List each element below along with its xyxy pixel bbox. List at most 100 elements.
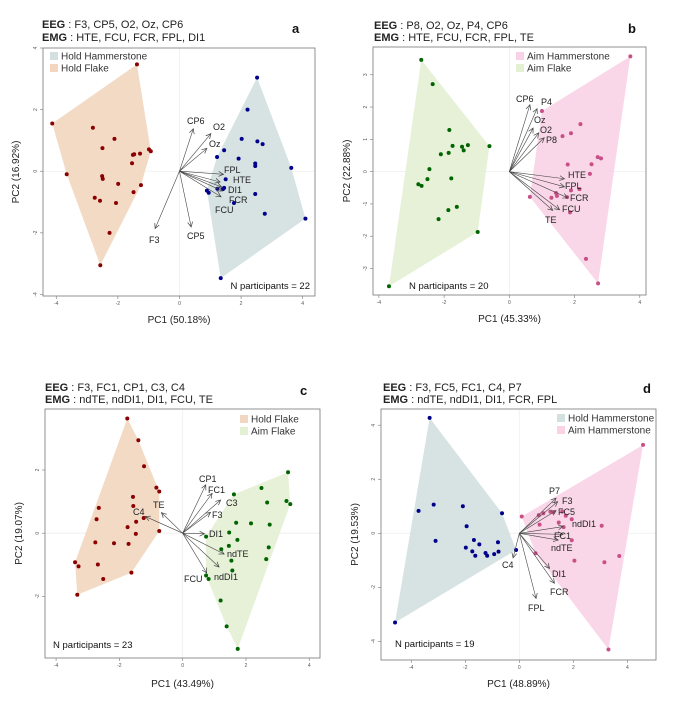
data-point bbox=[539, 108, 544, 113]
loading-arrow bbox=[182, 533, 207, 573]
x-tick-label: 0 bbox=[518, 665, 521, 671]
data-point bbox=[204, 534, 209, 539]
n-participants: N participants = 19 bbox=[395, 639, 474, 650]
emg-label: EMG bbox=[45, 394, 70, 406]
emg-label: EMG bbox=[383, 394, 408, 406]
emg-title: EMG : HTE, FCU, FCR, FPL, TE bbox=[374, 32, 534, 44]
x-tick-label: 2 bbox=[245, 663, 248, 669]
x-tick-label: 2 bbox=[572, 665, 575, 671]
loading-label: Oz bbox=[209, 139, 221, 149]
data-point bbox=[447, 127, 452, 132]
data-point bbox=[416, 508, 421, 513]
data-point bbox=[264, 557, 269, 562]
loading-arrow bbox=[182, 512, 211, 534]
y-tick-label: 0 bbox=[35, 532, 41, 535]
loading-label: F3 bbox=[212, 510, 223, 520]
y-tick-label: -1 bbox=[363, 201, 369, 206]
data-point bbox=[227, 530, 232, 535]
x-axis-label: PC1 (43.49%) bbox=[151, 679, 214, 690]
loading-label: DI1 bbox=[552, 569, 566, 579]
data-point bbox=[265, 500, 270, 505]
data-point bbox=[206, 577, 211, 582]
data-point bbox=[218, 598, 223, 603]
data-point bbox=[223, 177, 228, 182]
y-tick-label: 3 bbox=[363, 73, 369, 76]
data-point bbox=[393, 620, 398, 625]
legend-swatch bbox=[50, 64, 58, 72]
loading-arrow bbox=[509, 109, 537, 172]
x-tick-label: 4 bbox=[308, 663, 311, 669]
eeg-channels: : F3, FC5, FC1, C4, P7 bbox=[406, 382, 522, 394]
data-point bbox=[446, 150, 451, 155]
data-point bbox=[253, 192, 258, 197]
loading-arrow bbox=[179, 129, 193, 172]
data-point bbox=[446, 208, 451, 213]
loading-label: O2 bbox=[213, 122, 225, 132]
loading-arrow bbox=[182, 500, 221, 534]
data-point bbox=[215, 155, 220, 160]
data-point bbox=[561, 525, 566, 530]
emg-muscles: : ndTE, ndDI1, DI1, FCU, TE bbox=[70, 394, 213, 406]
data-point bbox=[230, 568, 235, 573]
data-point bbox=[101, 577, 106, 582]
data-point bbox=[262, 211, 267, 216]
loading-label: CP1 bbox=[199, 474, 217, 484]
legend-entry: Aim Flake bbox=[527, 64, 572, 75]
data-point bbox=[589, 162, 594, 167]
x-tick-label: -4 bbox=[54, 301, 59, 307]
data-point bbox=[464, 524, 469, 529]
y-axis-label: PC2 (16.92%) bbox=[11, 141, 22, 204]
plot-frame bbox=[380, 408, 657, 661]
data-point bbox=[111, 541, 116, 546]
loading-arrow bbox=[182, 532, 219, 567]
data-point bbox=[97, 198, 102, 203]
data-point bbox=[219, 547, 224, 552]
data-point bbox=[473, 553, 478, 558]
eeg-channels: : P8, O2, Oz, P4, CP6 bbox=[397, 20, 508, 32]
data-point bbox=[554, 193, 559, 198]
legend-entry: Hold Flake bbox=[61, 64, 109, 75]
hull-aim-flake bbox=[388, 59, 490, 287]
data-point bbox=[130, 494, 135, 499]
loading-label: P8 bbox=[546, 135, 557, 145]
eeg-title: EEG : F3, CP5, O2, Oz, CP6 bbox=[42, 19, 183, 31]
y-tick-label: -2 bbox=[33, 230, 39, 235]
data-point bbox=[134, 62, 139, 67]
loading-label: P7 bbox=[549, 486, 560, 496]
data-point bbox=[131, 504, 136, 509]
x-tick-label: 0 bbox=[508, 300, 511, 306]
y-tick-label: 1 bbox=[363, 138, 369, 141]
loading-label: FCR bbox=[570, 193, 589, 203]
loading-label: HTE bbox=[568, 170, 586, 180]
data-point bbox=[485, 553, 490, 558]
data-point bbox=[556, 520, 561, 525]
data-point bbox=[234, 520, 239, 525]
loading-label: FPL bbox=[565, 181, 582, 191]
y-tick-label: 0 bbox=[363, 170, 369, 173]
legend-entry: Hold Flake bbox=[251, 415, 299, 426]
loading-label: F3 bbox=[562, 496, 573, 506]
loading-label: FCU bbox=[215, 205, 234, 215]
data-point bbox=[606, 647, 611, 652]
data-point bbox=[129, 570, 134, 575]
x-tick-label: -4 bbox=[409, 665, 414, 671]
data-point bbox=[560, 509, 565, 514]
data-point bbox=[245, 107, 250, 112]
data-point bbox=[231, 200, 236, 205]
data-point bbox=[578, 122, 583, 127]
data-point bbox=[107, 230, 112, 235]
data-point bbox=[95, 562, 100, 567]
data-point bbox=[235, 537, 240, 542]
data-point bbox=[477, 542, 482, 547]
loading-arrow bbox=[519, 498, 556, 534]
data-point bbox=[431, 502, 436, 507]
data-point bbox=[438, 152, 443, 157]
data-point bbox=[572, 558, 577, 563]
loading-label: FCR bbox=[229, 195, 248, 205]
data-point bbox=[142, 464, 147, 469]
x-tick-label: -4 bbox=[377, 300, 382, 306]
y-tick-label: -4 bbox=[33, 292, 39, 297]
x-tick-label: 4 bbox=[301, 301, 304, 307]
